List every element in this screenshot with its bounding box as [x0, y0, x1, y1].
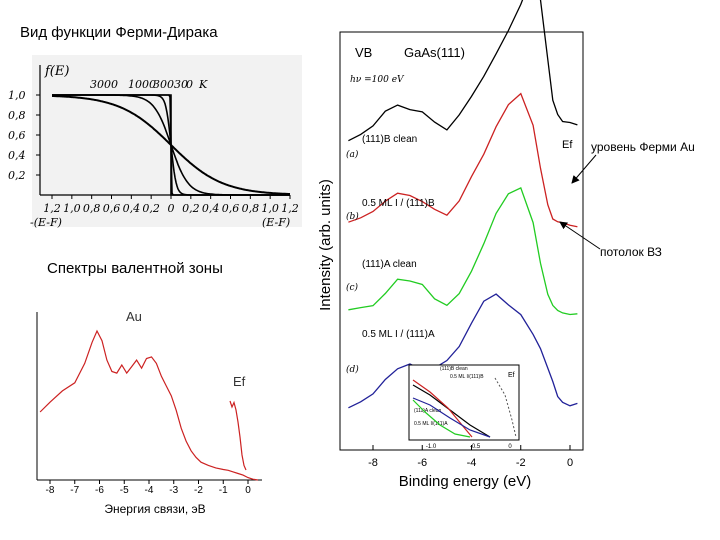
fd-x-tick-label: 0,4: [123, 202, 141, 215]
slide-title: Вид функции Ферми-Дирака: [20, 24, 218, 41]
gaas-inset-ef-curve: [494, 377, 517, 438]
fd-y-tick-label: 0,6: [8, 129, 26, 142]
gaas-series-name: (111)B clean: [362, 134, 417, 145]
au-x-tick-label: -8: [46, 485, 55, 496]
fd-y-tick-label: 0,2: [8, 169, 26, 182]
au-x-tick-label: -6: [95, 485, 104, 496]
fd-x-tick-label: 0,4: [202, 202, 220, 215]
au-x-tick-label: -2: [194, 485, 203, 496]
au-x-tick-label: -5: [120, 485, 129, 496]
fd-y-tick-label: 0,4: [8, 149, 26, 162]
gaas-series-2: [348, 187, 578, 316]
fd-x-tick-label: 1,2: [43, 202, 61, 215]
fd-x-tick-label: 0,8: [242, 202, 260, 215]
fd-temp-label: 3000: [90, 78, 118, 91]
fd-y-tick-label: 0,8: [8, 109, 26, 122]
gaas-tag: VB: [355, 45, 372, 60]
vb-top-note: потолок ВЗ: [600, 245, 662, 259]
gaas-photon-energy: hν =100 eV: [350, 75, 405, 85]
fd-curve-0: [52, 94, 290, 196]
gaas-x-label: Binding energy (eV): [399, 473, 532, 490]
gaas-inset-label: (111)B clean: [440, 366, 468, 372]
gaas-inset-label: 0.5 ML I/(111)A: [414, 421, 448, 427]
gaas-ef-label: Ef: [562, 139, 573, 151]
gaas-series-tag: (a): [346, 149, 359, 160]
au-spectrum-line: [39, 329, 258, 481]
gaas-series-name: (111)A clean: [362, 259, 417, 270]
gaas-series-1: [348, 92, 578, 228]
gaas-x-tick-label: -4: [467, 457, 477, 469]
gaas-title: GaAs(111): [404, 45, 465, 60]
fd-x-tick-label: 1,2: [281, 202, 299, 215]
gaas-inset-curve: [412, 397, 491, 438]
au-label: Au: [126, 309, 142, 324]
gaas-x-tick-label: -6: [417, 457, 427, 469]
gaas-series-tag: (c): [346, 282, 359, 293]
au-ef-zoom-line: [229, 400, 247, 471]
fd-x-tick-label: 0,6: [222, 202, 240, 215]
gaas-series-name: 0.5 ML I / (111)A: [362, 329, 435, 340]
fd-x-tick-label: 0,2: [182, 202, 200, 215]
fd-y-tick-label: 1,0: [8, 89, 26, 102]
au-x-tick-label: -3: [169, 485, 178, 496]
fd-x-tick-label: 0,6: [103, 202, 121, 215]
gaas-x-tick-label: -8: [368, 457, 378, 469]
fd-temp-label: 300: [153, 78, 174, 91]
au-x-tick-label: -4: [145, 485, 154, 496]
vb-top-arrow: [559, 221, 601, 250]
fd-temp-label: 30: [174, 78, 188, 91]
gaas-inset-tick-label: -1.0: [426, 444, 437, 450]
au-x-tick-label: -7: [70, 485, 79, 496]
gaas-inset-label: (111)A clean: [414, 408, 442, 414]
gaas-inset-tick-label: -0.5: [470, 444, 481, 450]
gaas-series-0: [348, 0, 578, 142]
fd-x-tick-label: 0: [168, 202, 175, 215]
fermi-arrow: [571, 154, 597, 184]
fd-y-label: f(E): [44, 64, 69, 79]
gaas-series-3: [348, 293, 578, 409]
fd-x-tick-label: 0,2: [142, 202, 160, 215]
gaas-series-tag: (b): [346, 211, 359, 222]
gaas-inset-label: 0.5 ML I/(111)B: [450, 374, 484, 380]
gaas-series-name: 0.5 ML I / (111)B: [362, 198, 435, 209]
fd-temp-label: 0: [186, 78, 193, 91]
au-x-label: Энергия связи, эВ: [104, 502, 205, 516]
au-x-tick-label: -1: [219, 485, 228, 496]
fermi-level-note: уровень Ферми Au: [591, 140, 695, 154]
fd-temp-unit: K: [198, 78, 208, 91]
gaas-x-tick-label: -2: [516, 457, 526, 469]
gaas-inset-curve: [412, 399, 471, 438]
gaas-inset-curve: [412, 379, 473, 438]
gaas-frame: [339, 31, 584, 451]
fd-x-tick-label: 0,8: [83, 202, 101, 215]
gaas-x-tick-label: 0: [567, 457, 573, 469]
fd-temp-label: 1000: [128, 78, 156, 91]
gaas-y-label: Intensity (arb. units): [317, 179, 334, 311]
au-x-tick-label: 0: [245, 485, 251, 496]
gaas-inset-tick-label: 0: [508, 444, 512, 450]
fd-x-label-right: (E-F): [262, 216, 290, 229]
gaas-series-tag: (d): [346, 364, 359, 375]
fd-x-label-left: -(E-F): [30, 216, 62, 229]
au-ef-label: Ef: [233, 374, 246, 389]
valence-spectra-title: Спектры валентной зоны: [47, 260, 223, 277]
gaas-inset-label: Ef: [508, 372, 515, 379]
fd-x-tick-label: 1,0: [63, 202, 81, 215]
fd-x-tick-label: 1,0: [261, 202, 279, 215]
